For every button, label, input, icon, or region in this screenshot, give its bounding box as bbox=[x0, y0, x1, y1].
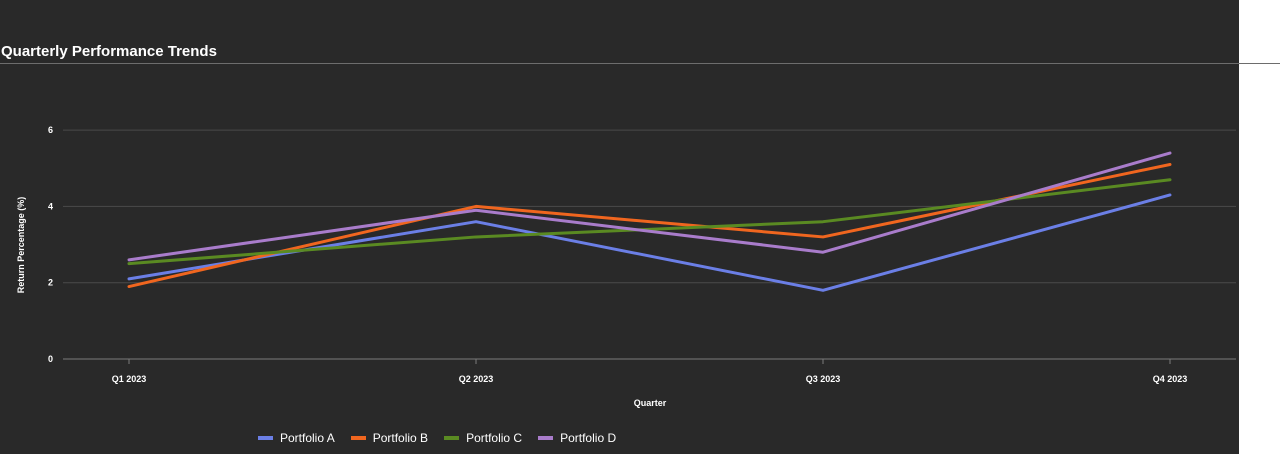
legend-swatch bbox=[538, 436, 554, 440]
title-divider bbox=[0, 63, 1280, 64]
legend-swatch bbox=[350, 436, 366, 440]
series-lines bbox=[127, 151, 1172, 292]
legend-swatch bbox=[444, 436, 460, 440]
x-tick-label: Q3 2023 bbox=[806, 374, 841, 384]
x-axis-label: Quarter bbox=[634, 398, 667, 408]
x-axis-ticks: Q1 2023 Q2 2023 Q3 2023 Q4 2023 bbox=[112, 359, 1188, 384]
legend-label: Portfolio C bbox=[466, 431, 523, 445]
legend-swatch bbox=[258, 436, 273, 440]
series-line-portfolio-d bbox=[127, 151, 1172, 262]
line-chart: 0 2 4 6 Q1 2023 Q2 2023 Q3 2023 Q4 2023 Return… bbox=[16, 125, 1236, 408]
y-tick-label: 2 bbox=[48, 278, 53, 288]
legend-label: Portfolio A bbox=[280, 431, 335, 445]
y-tick-label: 6 bbox=[48, 125, 53, 135]
y-axis-ticks: 0 2 4 6 bbox=[48, 125, 53, 364]
series-line-portfolio-c bbox=[127, 178, 1172, 266]
y-axis-label: Return Percentage (%) bbox=[16, 197, 26, 294]
x-tick-label: Q4 2023 bbox=[1153, 374, 1188, 384]
x-tick-label: Q2 2023 bbox=[459, 374, 494, 384]
gridlines bbox=[63, 129, 1236, 360]
legend-item-portfolio-c[interactable]: Portfolio C bbox=[444, 431, 522, 445]
chart-legend: Portfolio A Portfolio B Portfolio C Portfol… bbox=[258, 431, 616, 445]
y-tick-label: 0 bbox=[48, 354, 53, 364]
legend-item-portfolio-b[interactable]: Portfolio B bbox=[350, 431, 429, 445]
x-tick-label: Q1 2023 bbox=[112, 374, 147, 384]
chart-panel: Quarterly Performance Trends 0 2 4 6 Q1 202… bbox=[0, 0, 1239, 454]
chart-title: Quarterly Performance Trends bbox=[1, 43, 217, 60]
legend-label: Portfolio D bbox=[560, 431, 617, 445]
series-line-portfolio-b bbox=[127, 162, 1172, 289]
series-line-portfolio-a bbox=[127, 193, 1172, 292]
legend-item-portfolio-d[interactable]: Portfolio D bbox=[538, 431, 616, 445]
y-tick-label: 4 bbox=[48, 201, 53, 211]
legend-item-portfolio-a[interactable]: Portfolio A bbox=[258, 431, 335, 445]
legend-label: Portfolio B bbox=[372, 431, 429, 445]
